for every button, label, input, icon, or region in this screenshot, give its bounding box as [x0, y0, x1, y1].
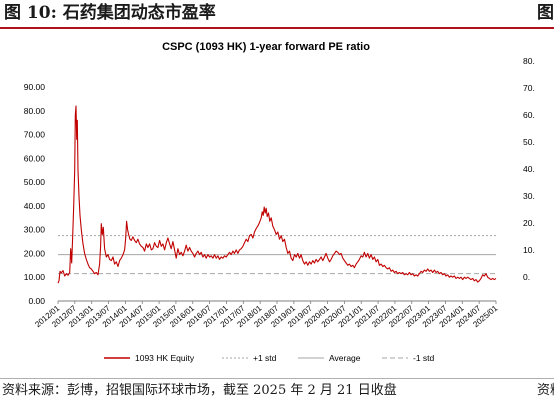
legend: 1093 HK Equity +1 std Average -1 std [104, 353, 435, 363]
neighbor-y-tick-label: 30. [523, 191, 535, 201]
neighbor-y-tick-label: 20. [523, 218, 535, 228]
neighbor-y-tick-label: 10. [523, 245, 535, 255]
source-rule [0, 378, 554, 379]
source-note: 资料来源：彭博，招银国际环球市场，截至 2025 年 2 月 21 日收盘 [2, 383, 397, 398]
y-tick-label: 90.00 [24, 82, 46, 92]
pe-series-line [57, 105, 497, 284]
y-tick-label: 10.00 [24, 272, 46, 282]
legend-label: +1 std [253, 353, 277, 363]
reference-lines [58, 235, 496, 275]
figure-title: 图 10: 石药集团动态市盈率 [4, 3, 216, 23]
y-axis: 0.00 10.00 20.00 30.00 40.00 50.00 60.00 70.00 8… [24, 82, 46, 306]
y-tick-label: 30.00 [24, 225, 46, 235]
neighbor-y-tick-label: 0. [523, 272, 530, 282]
y-tick-label: 60.00 [24, 153, 46, 163]
pe-ratio-chart: CSPC (1093 HK) 1-year forward PE ratio 0… [24, 41, 500, 363]
title-rule [0, 27, 554, 29]
chart-area: CSPC (1093 HK) 1-year forward PE ratio 0… [0, 30, 514, 374]
legend-label: Average [329, 353, 361, 363]
series-lines [57, 105, 497, 284]
legend-label: -1 std [413, 353, 435, 363]
legend-label: 1093 HK Equity [135, 353, 195, 363]
y-tick-label: 50.00 [24, 177, 46, 187]
neighbor-figure-title-fragment: 图 [537, 3, 554, 23]
y-tick-label: 40.00 [24, 201, 46, 211]
neighbor-y-tick-label: 60. [523, 110, 535, 120]
neighbor-y-axis-fragment: 0. 10. 20. 30. 40. 50. 60. 70. 80. [523, 56, 535, 282]
x-axis: 2012/012012/072013/012013/072014/012014/… [33, 300, 500, 329]
neighbor-source-fragment: 资料 [537, 383, 554, 398]
y-tick-label: 20.00 [24, 248, 46, 258]
neighbor-y-tick-label: 80. [523, 56, 535, 66]
y-tick-label: 0.00 [28, 296, 45, 306]
y-tick-label: 70.00 [24, 130, 46, 140]
neighbor-y-tick-label: 50. [523, 137, 535, 147]
neighbor-chart-fragment: 0. 10. 20. 30. 40. 50. 60. 70. 80. [517, 30, 554, 374]
neighbor-y-tick-label: 70. [523, 83, 535, 93]
chart-title: CSPC (1093 HK) 1-year forward PE ratio [162, 41, 370, 53]
neighbor-y-tick-label: 40. [523, 164, 535, 174]
y-tick-label: 80.00 [24, 106, 46, 116]
